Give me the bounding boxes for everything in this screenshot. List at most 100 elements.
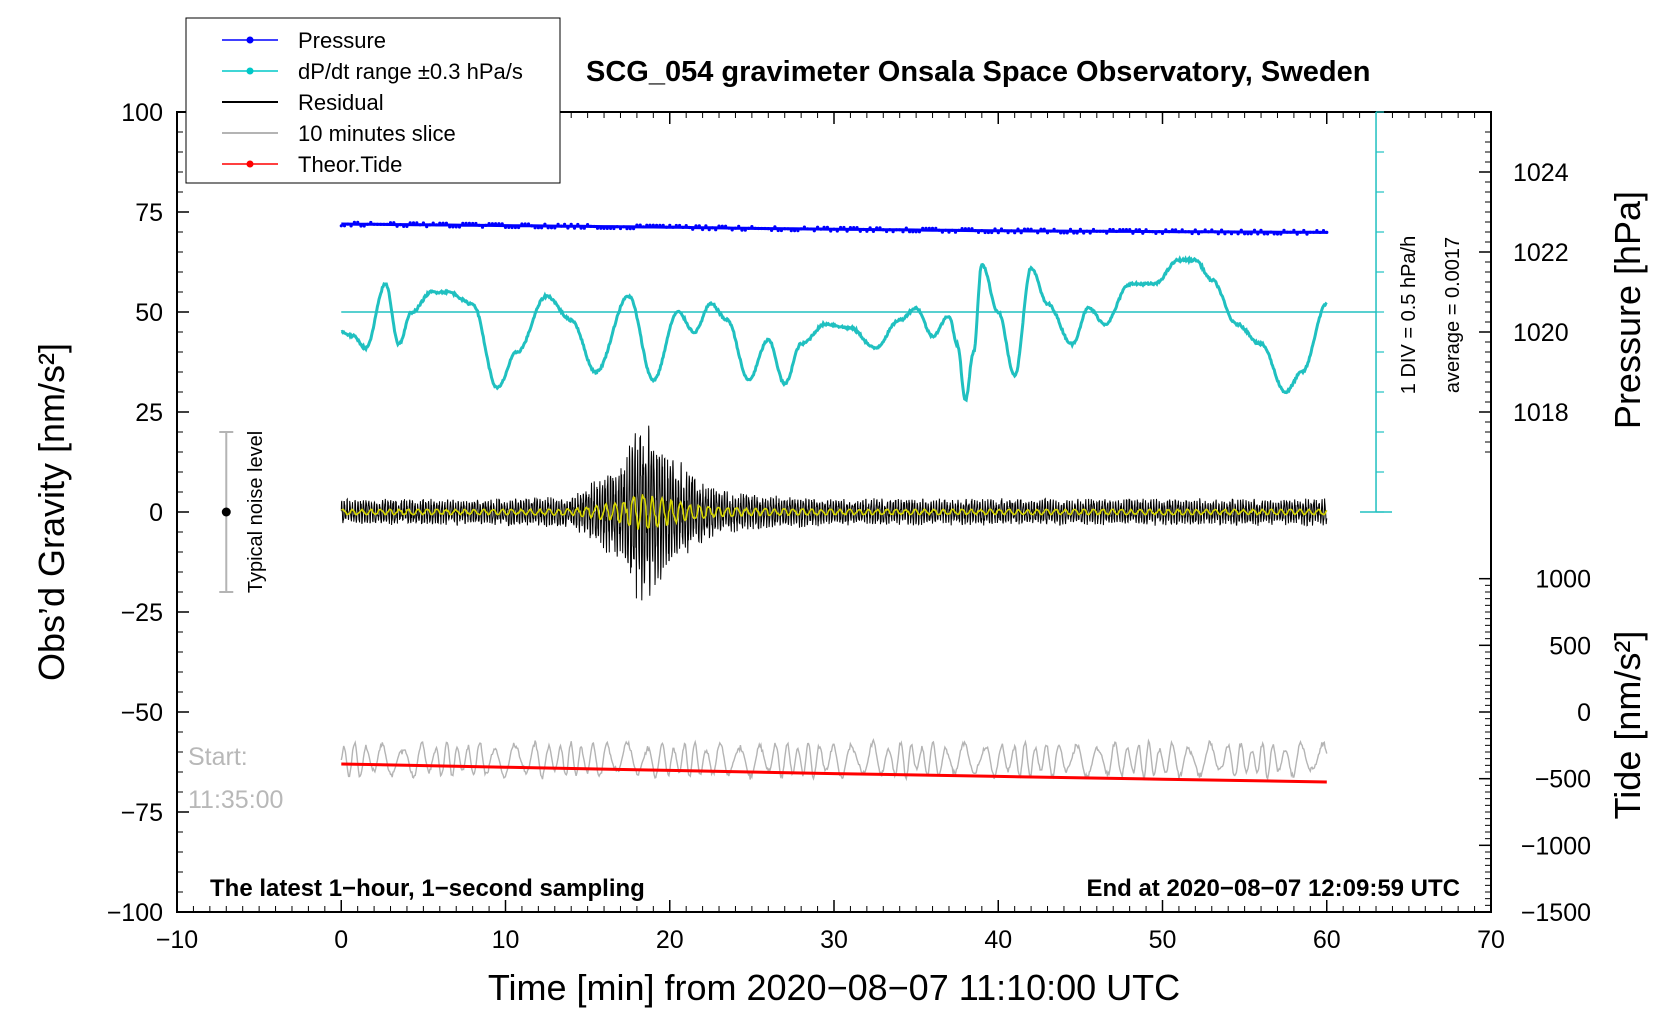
x-tick-label: 40 <box>984 926 1012 954</box>
series-10-minutes-slice <box>340 738 1328 782</box>
pressure-tick-label: 1020 <box>1513 319 1569 347</box>
pressure-point <box>980 229 984 233</box>
pressure-point <box>1282 228 1286 232</box>
pressure-point <box>839 225 843 230</box>
tide-tick-label: 500 <box>1549 632 1591 660</box>
pressure-point <box>421 221 425 225</box>
y-axis-title-tide: Tide [nm/s²] <box>1607 631 1648 820</box>
pressure-point <box>1216 232 1220 236</box>
pressure-point <box>359 224 363 228</box>
pressure-point <box>352 220 356 224</box>
pressure-point <box>1203 228 1207 232</box>
pressure-point <box>586 223 590 227</box>
pressure-point <box>1036 231 1040 235</box>
x-tick-label: 20 <box>656 926 684 954</box>
pressure-point <box>572 226 577 230</box>
pressure-point <box>342 224 347 228</box>
legend-item-residual: Residual <box>222 90 384 115</box>
pressure-point <box>1315 229 1319 233</box>
x-tick-label: 60 <box>1313 926 1341 954</box>
pressure-point <box>622 225 626 229</box>
annotation-dpdt-average: average = 0.0017 <box>1442 237 1464 393</box>
pressure-point <box>372 222 376 226</box>
pressure-point <box>957 228 961 232</box>
x-tick-label: 50 <box>1149 926 1177 954</box>
pressure-point <box>1292 228 1296 232</box>
pressure-point <box>1233 230 1237 234</box>
pressure-point <box>904 226 908 230</box>
pressure-point <box>1243 232 1247 236</box>
pressure-point <box>1305 232 1309 236</box>
pressure-point <box>579 226 583 230</box>
pressure-point <box>1295 232 1299 236</box>
chart-title: SCG_054 gravimeter Onsala Space Observat… <box>586 56 1370 88</box>
pressure-point <box>339 224 343 228</box>
y-tick-label: 0 <box>149 499 163 527</box>
pressure-point <box>1101 229 1105 233</box>
pressure-point <box>553 226 557 230</box>
y-axis-title-left: Obs’d Gravity [nm/s²] <box>31 343 72 681</box>
pressure-point <box>1124 228 1128 232</box>
svg-text:Pressure: Pressure <box>298 28 386 53</box>
pressure-point <box>1239 228 1243 232</box>
pressure-point <box>947 230 951 234</box>
svg-text:dP/dt range ±0.3 hPa/s: dP/dt range ±0.3 hPa/s <box>298 59 523 84</box>
pressure-point <box>1167 230 1171 234</box>
pressure-point <box>1088 231 1092 235</box>
pressure-point <box>425 225 429 229</box>
pressure-point <box>858 229 862 233</box>
pressure-point <box>776 228 780 233</box>
annotation-latest-hour: The latest 1−hour, 1−second sampling <box>210 875 645 902</box>
pressure-point <box>510 225 514 230</box>
pressure-point <box>1091 227 1096 232</box>
pressure-point <box>1098 229 1102 233</box>
tide-tick-label: 1000 <box>1535 566 1591 594</box>
pressure-point <box>402 224 406 228</box>
pressure-point <box>1131 231 1135 235</box>
pressure-point <box>405 224 409 228</box>
pressure-point <box>1082 231 1086 235</box>
pressure-point <box>822 225 826 229</box>
pressure-point <box>973 229 977 233</box>
pressure-point <box>986 230 991 235</box>
pressure-point <box>549 226 554 230</box>
pressure-point <box>648 223 652 227</box>
pressure-point <box>888 228 892 232</box>
pressure-point <box>802 225 807 229</box>
pressure-point <box>454 225 458 229</box>
pressure-point <box>809 227 813 231</box>
pressure-point <box>398 223 402 227</box>
pressure-point <box>484 223 488 227</box>
pressure-point <box>868 226 872 230</box>
pressure-point <box>674 223 678 228</box>
pressure-point <box>388 221 393 225</box>
pressure-point <box>710 226 715 230</box>
pressure-point <box>1029 227 1033 231</box>
pressure-point <box>927 226 931 230</box>
annotation-start-time: 11:35:00 <box>188 786 283 814</box>
pressure-point <box>704 224 708 228</box>
y-tick-label: −75 <box>121 799 163 827</box>
pressure-point <box>480 225 485 229</box>
series-residual-smoothed <box>341 494 1328 530</box>
pressure-point <box>993 227 997 231</box>
pressure-point <box>825 225 830 229</box>
pressure-point <box>684 224 688 228</box>
pressure-point <box>1190 231 1194 236</box>
pressure-point <box>1262 232 1266 236</box>
pressure-point <box>1128 228 1132 232</box>
pressure-point <box>1157 230 1161 234</box>
pressure-point <box>911 230 915 234</box>
pressure-point <box>1197 232 1201 236</box>
pressure-point <box>632 227 636 231</box>
pressure-point <box>1318 230 1322 234</box>
pressure-point <box>392 221 396 225</box>
pressure-point <box>513 225 518 230</box>
pressure-point <box>451 225 455 229</box>
pressure-point <box>724 224 728 228</box>
pressure-point <box>1108 227 1112 232</box>
legend-box <box>185 17 561 184</box>
pressure-point <box>881 228 885 232</box>
pressure-point <box>520 222 524 226</box>
pressure-point <box>441 221 445 225</box>
